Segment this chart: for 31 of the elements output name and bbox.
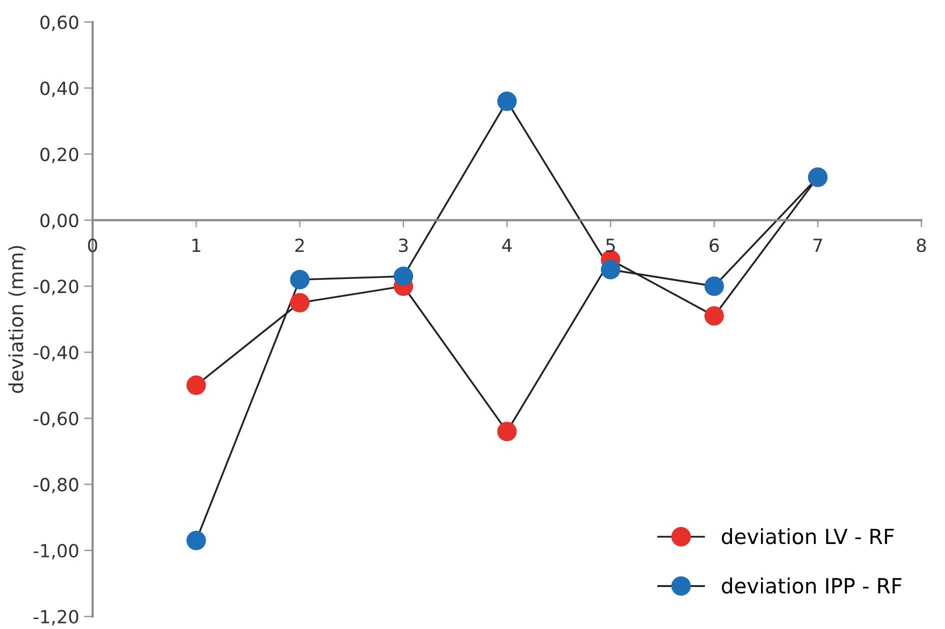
point bbox=[186, 530, 206, 550]
x-tick-label: 3 bbox=[399, 238, 408, 252]
y-tick-label: 0,40 bbox=[40, 82, 78, 98]
point bbox=[394, 266, 414, 286]
x-tick-label: 4 bbox=[502, 238, 512, 252]
y-tick-label: -0,20 bbox=[34, 280, 78, 296]
x-tick-label: 5 bbox=[606, 238, 615, 252]
y-tick-label: -0,80 bbox=[34, 478, 78, 494]
y-axis-title: deviation (mm) bbox=[8, 246, 26, 393]
y-tick-label: 0,60 bbox=[40, 15, 78, 31]
y-tick-label: -1,00 bbox=[34, 544, 78, 560]
point bbox=[497, 422, 517, 442]
x-tick-label: 6 bbox=[710, 238, 719, 252]
point bbox=[290, 270, 310, 290]
legend-label: deviation IPP - RF bbox=[722, 578, 902, 594]
y-tick-label: -0,40 bbox=[34, 346, 78, 362]
point bbox=[704, 306, 724, 326]
x-tick-label: 1 bbox=[192, 238, 200, 252]
y-tick-label: 0,20 bbox=[40, 148, 78, 164]
y-tick-label: 0,00 bbox=[40, 214, 78, 230]
x-tick-label: 8 bbox=[916, 238, 926, 252]
point bbox=[186, 376, 206, 395]
point bbox=[290, 292, 310, 312]
x-tick-label: 7 bbox=[814, 238, 822, 252]
y-tick-label: -0,60 bbox=[34, 412, 78, 428]
point bbox=[704, 276, 724, 296]
y-tick-label: -1,20 bbox=[34, 610, 78, 626]
point bbox=[497, 92, 517, 111]
x-tick-label: 2 bbox=[295, 238, 304, 252]
legend-label: deviation LV - RF bbox=[722, 528, 894, 544]
point bbox=[600, 260, 620, 280]
